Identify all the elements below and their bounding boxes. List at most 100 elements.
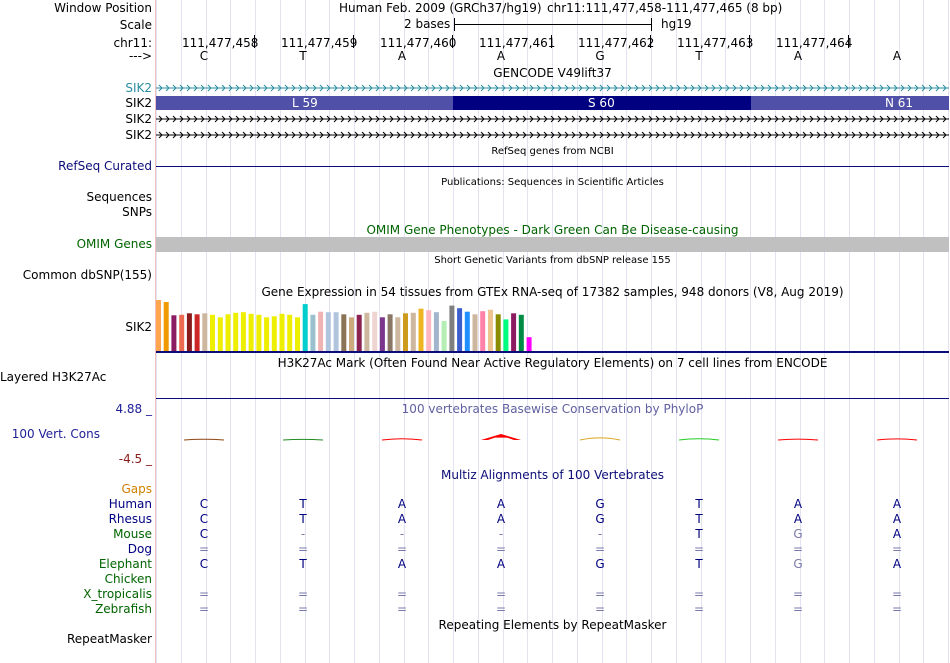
species-label-zebrafish[interactable]: Zebrafish bbox=[95, 602, 152, 616]
gene-track-sik2-4[interactable] bbox=[156, 130, 949, 140]
scale-label: Scale bbox=[119, 18, 152, 32]
gene-track-sik2-3[interactable] bbox=[156, 114, 949, 124]
strand-chevron bbox=[214, 115, 219, 123]
strand-chevron bbox=[648, 115, 653, 123]
strand-chevron bbox=[438, 84, 443, 92]
reference-base: A bbox=[496, 49, 506, 63]
strand-chevron bbox=[585, 84, 590, 92]
species-label-x_tropicalis[interactable]: X_tropicalis bbox=[83, 587, 152, 601]
codon-label: N 61 bbox=[885, 96, 914, 110]
strand-chevron bbox=[844, 115, 849, 123]
strand-chevron bbox=[543, 84, 548, 92]
species-label-rhesus[interactable]: Rhesus bbox=[108, 512, 152, 526]
cons-min-label: -4.5 _ bbox=[118, 452, 152, 466]
strand-chevron bbox=[172, 115, 177, 123]
strand-chevron bbox=[515, 115, 520, 123]
strand-chevron bbox=[858, 84, 863, 92]
gaps-label[interactable]: Gaps bbox=[121, 482, 152, 496]
species-label-human[interactable]: Human bbox=[108, 497, 152, 511]
snps-label[interactable]: SNPs bbox=[122, 205, 152, 219]
omim-bar[interactable] bbox=[156, 237, 949, 252]
strand-chevron bbox=[249, 131, 254, 139]
gtex-tissue-bar bbox=[210, 314, 215, 351]
refseq-label[interactable]: RefSeq Curated bbox=[58, 159, 152, 173]
gtex-gene-label[interactable]: SIK2 bbox=[125, 320, 152, 334]
scale-db: hg19 bbox=[661, 17, 692, 31]
gtex-tissue-bar bbox=[395, 317, 401, 351]
strand-chevron bbox=[228, 131, 233, 139]
species-label-mouse[interactable]: Mouse bbox=[113, 527, 152, 541]
strand-chevron bbox=[704, 84, 709, 92]
strand-chevron bbox=[557, 84, 562, 92]
gene-label-sik2-1[interactable]: SIK2 bbox=[125, 81, 152, 95]
strand-chevron bbox=[417, 131, 422, 139]
strand-chevron bbox=[571, 84, 576, 92]
strand-chevron bbox=[494, 131, 499, 139]
strand-chevron bbox=[865, 131, 870, 139]
strand-chevron bbox=[389, 115, 394, 123]
gtex-tissue-bar bbox=[410, 312, 416, 352]
gtex-tissue-bar bbox=[457, 308, 463, 351]
strand-chevron bbox=[333, 131, 338, 139]
strand-chevron bbox=[207, 131, 212, 139]
phylop-base-glyph bbox=[481, 434, 521, 440]
grid-line bbox=[725, 0, 726, 663]
omim-title: OMIM Gene Phenotypes - Dark Green Can Be… bbox=[366, 223, 739, 237]
grid-line bbox=[824, 0, 825, 663]
ruler-tick bbox=[353, 35, 354, 48]
coordinate-label: 111,477,458 bbox=[182, 36, 259, 50]
strand-chevron bbox=[760, 84, 765, 92]
species-label-chicken[interactable]: Chicken bbox=[104, 572, 152, 586]
omim-label[interactable]: OMIM Genes bbox=[76, 237, 152, 251]
label-divider bbox=[155, 0, 156, 663]
strand-chevron bbox=[620, 131, 625, 139]
strand-chevron bbox=[466, 131, 471, 139]
cons-label[interactable]: 100 Vert. Cons bbox=[11, 427, 100, 441]
strand-chevron bbox=[445, 131, 450, 139]
gtex-tissue-bar bbox=[449, 305, 455, 351]
gene-track-sik2-1[interactable] bbox=[156, 83, 949, 93]
species-label-dog[interactable]: Dog bbox=[127, 542, 152, 556]
strand-chevron bbox=[634, 84, 639, 92]
gene-label-sik2-3[interactable]: SIK2 bbox=[125, 112, 152, 126]
grid-line bbox=[849, 0, 850, 663]
sequences-label[interactable]: Sequences bbox=[86, 190, 152, 204]
strand-chevron bbox=[221, 115, 226, 123]
h3k27ac-label[interactable]: Layered H3K27Ac bbox=[0, 370, 107, 384]
strand-chevron bbox=[634, 131, 639, 139]
rmsk-label[interactable]: RepeatMasker bbox=[66, 632, 152, 646]
strand-chevron bbox=[249, 115, 254, 123]
refseq-track-line[interactable] bbox=[156, 166, 949, 167]
species-label-elephant[interactable]: Elephant bbox=[98, 557, 152, 571]
aligned-base: = bbox=[594, 602, 606, 616]
strand-chevron bbox=[872, 84, 877, 92]
aligned-base: G bbox=[595, 497, 605, 511]
coding-exon-track[interactable]: L 59 S 60 N 61 bbox=[156, 96, 949, 110]
aligned-base: = bbox=[792, 587, 804, 601]
gtex-tissue-bar bbox=[518, 314, 524, 351]
h3k27ac-title: H3K27Ac Mark (Often Found Near Active Re… bbox=[277, 356, 828, 370]
reference-base: C bbox=[199, 49, 209, 63]
strand-chevron bbox=[774, 131, 779, 139]
gtex-chart[interactable] bbox=[156, 300, 556, 352]
aligned-base: A bbox=[496, 497, 506, 511]
strand-chevron bbox=[802, 115, 807, 123]
gene-label-sik2-4[interactable]: SIK2 bbox=[125, 128, 152, 142]
strand-chevron bbox=[424, 131, 429, 139]
phylop-chart[interactable] bbox=[156, 422, 949, 452]
strand-chevron bbox=[193, 115, 198, 123]
strand-chevron bbox=[921, 115, 926, 123]
dbsnp-label[interactable]: Common dbSNP(155) bbox=[22, 268, 152, 282]
strand-chevron bbox=[550, 115, 555, 123]
strand-chevron bbox=[886, 115, 891, 123]
strand-chevron bbox=[165, 115, 170, 123]
gtex-tissue-bar bbox=[179, 314, 185, 351]
gene-label-sik2-2[interactable]: SIK2 bbox=[125, 96, 152, 110]
grid-line bbox=[651, 0, 652, 663]
strand-chevron bbox=[263, 115, 268, 123]
strand-chevron bbox=[501, 115, 506, 123]
aligned-base: = bbox=[396, 587, 408, 601]
phylop-base-glyph bbox=[183, 438, 225, 441]
strand-chevron bbox=[417, 115, 422, 123]
strand-chevron bbox=[837, 131, 842, 139]
